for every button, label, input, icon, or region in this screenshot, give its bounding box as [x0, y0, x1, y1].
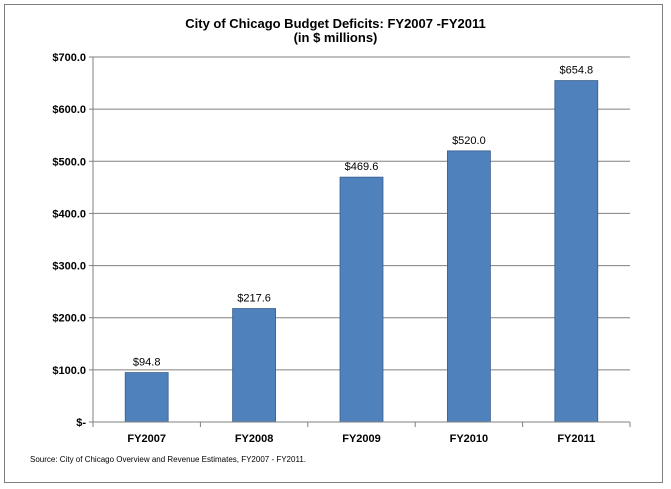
y-tick-label: $500.0	[52, 156, 86, 168]
x-tick-label: FY2007	[127, 433, 166, 445]
y-tick-label: $200.0	[52, 313, 86, 325]
y-tick-label: $100.0	[52, 365, 86, 377]
x-tick-label: FY2008	[235, 433, 274, 445]
data-label: $469.6	[345, 161, 379, 173]
data-label: $520.0	[452, 135, 486, 147]
source-note: Source: City of Chicago Overview and Rev…	[30, 455, 306, 464]
y-tick-label: $-	[76, 417, 86, 429]
x-tick-label: FY2010	[450, 433, 489, 445]
chart-frame	[4, 4, 663, 483]
chart-title: City of Chicago Budget Deficits: FY2007 …	[185, 16, 486, 31]
chart-subtitle: (in $ millions)	[293, 30, 378, 45]
bar	[232, 308, 276, 423]
data-label: $217.6	[237, 293, 271, 305]
bar	[339, 176, 384, 423]
y-axis-ticks: $- $100.0 $200.0 $300.0 $400.0 $500.0 $600.0 $7…	[52, 52, 93, 429]
y-tick-label: $300.0	[52, 261, 86, 273]
y-tick-label: $600.0	[52, 104, 86, 116]
bar	[554, 80, 599, 423]
y-tick-label: $700.0	[52, 52, 86, 64]
x-tick-label: FY2011	[557, 433, 595, 445]
data-label: $94.8	[133, 357, 161, 369]
x-axis-ticks: FY2007 FY2008 FY2009 FY2010 FY2011	[92, 422, 631, 445]
x-tick-label: FY2009	[342, 433, 381, 445]
data-labels: $94.8 $217.6 $469.6 $520.0 $654.8	[133, 65, 593, 369]
bars	[124, 80, 599, 423]
data-label: $654.8	[559, 65, 593, 77]
y-tick-label: $400.0	[52, 208, 86, 220]
axes	[92, 57, 630, 423]
bar	[447, 150, 491, 423]
bar	[124, 372, 169, 423]
